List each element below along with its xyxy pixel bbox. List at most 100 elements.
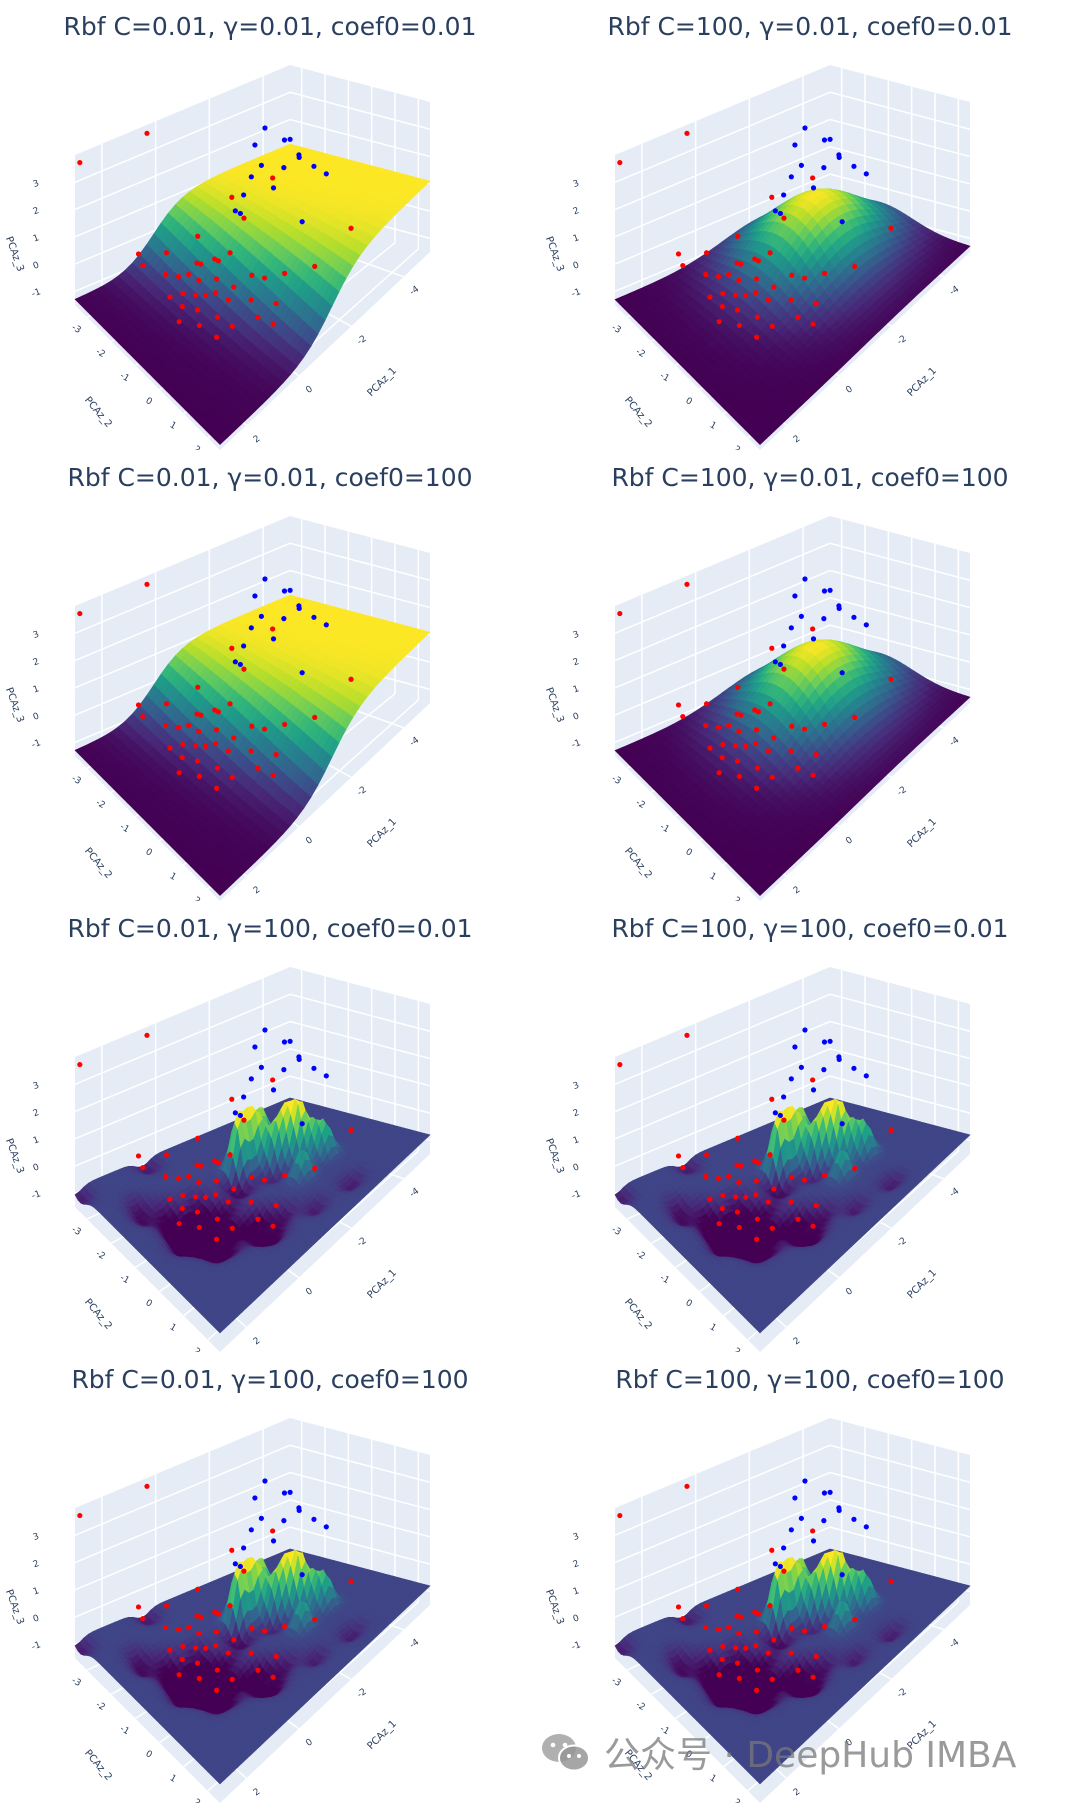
data-point[interactable]: [617, 611, 622, 616]
data-point[interactable]: [720, 291, 725, 296]
data-point[interactable]: [707, 295, 712, 300]
data-point[interactable]: [704, 250, 709, 255]
data-point[interactable]: [252, 142, 257, 147]
data-point[interactable]: [814, 301, 819, 306]
data-point[interactable]: [177, 770, 182, 775]
data-point[interactable]: [754, 335, 759, 340]
data-point[interactable]: [262, 125, 267, 130]
data-point[interactable]: [259, 163, 264, 168]
data-point[interactable]: [249, 724, 254, 729]
data-point[interactable]: [788, 748, 793, 753]
data-point[interactable]: [755, 765, 760, 770]
data-point[interactable]: [197, 323, 202, 328]
data-point[interactable]: [231, 284, 236, 289]
data-point[interactable]: [781, 667, 786, 672]
data-point[interactable]: [214, 727, 219, 732]
data-point[interactable]: [348, 226, 353, 231]
data-point[interactable]: [180, 742, 185, 747]
data-point[interactable]: [743, 744, 748, 749]
data-point[interactable]: [213, 741, 218, 746]
data-point[interactable]: [680, 714, 685, 719]
data-point[interactable]: [167, 746, 172, 751]
data-point[interactable]: [735, 758, 740, 763]
data-point[interactable]: [274, 752, 279, 757]
data-point[interactable]: [136, 702, 141, 707]
data-point[interactable]: [736, 729, 741, 734]
data-point[interactable]: [720, 304, 725, 309]
data-point[interactable]: [177, 319, 182, 324]
data-point[interactable]: [180, 755, 185, 760]
data-point[interactable]: [163, 723, 168, 728]
data-point[interactable]: [241, 667, 246, 672]
data-point[interactable]: [827, 588, 832, 593]
data-point[interactable]: [837, 155, 842, 160]
data-point[interactable]: [766, 297, 771, 302]
data-point[interactable]: [717, 770, 722, 775]
data-point[interactable]: [680, 263, 685, 268]
data-point[interactable]: [703, 272, 708, 277]
data-point[interactable]: [324, 622, 329, 627]
data-point[interactable]: [720, 755, 725, 760]
data-point[interactable]: [140, 714, 145, 719]
data-point[interactable]: [297, 155, 302, 160]
data-point[interactable]: [821, 165, 826, 170]
data-point[interactable]: [144, 582, 149, 587]
data-point[interactable]: [197, 774, 202, 779]
data-point[interactable]: [752, 707, 757, 712]
data-point[interactable]: [212, 256, 217, 261]
data-point[interactable]: [195, 307, 200, 312]
data-point[interactable]: [136, 251, 141, 256]
data-point[interactable]: [271, 636, 276, 641]
data-point[interactable]: [810, 175, 815, 180]
data-point[interactable]: [864, 622, 869, 627]
data-point[interactable]: [196, 729, 201, 734]
data-point[interactable]: [822, 722, 827, 727]
data-point[interactable]: [77, 160, 82, 165]
data-point[interactable]: [778, 211, 783, 216]
data-point[interactable]: [255, 315, 260, 320]
data-point[interactable]: [717, 319, 722, 324]
data-point[interactable]: [810, 322, 815, 327]
data-point[interactable]: [241, 192, 246, 197]
data-point[interactable]: [274, 301, 279, 306]
data-point[interactable]: [214, 276, 219, 281]
data-point[interactable]: [281, 616, 286, 621]
data-point[interactable]: [684, 582, 689, 587]
data-point[interactable]: [766, 748, 771, 753]
data-point[interactable]: [852, 264, 857, 269]
data-point[interactable]: [282, 588, 287, 593]
data-point[interactable]: [802, 275, 807, 280]
data-point[interactable]: [840, 219, 845, 224]
data-point[interactable]: [754, 727, 759, 732]
data-point[interactable]: [617, 160, 622, 165]
data-point[interactable]: [734, 260, 739, 265]
data-point[interactable]: [676, 251, 681, 256]
data-point[interactable]: [270, 773, 275, 778]
data-point[interactable]: [324, 171, 329, 176]
data-point[interactable]: [735, 234, 740, 239]
data-point[interactable]: [163, 272, 168, 277]
data-point[interactable]: [814, 752, 819, 757]
data-point[interactable]: [195, 758, 200, 763]
data-point[interactable]: [195, 234, 200, 239]
data-point[interactable]: [228, 250, 233, 255]
data-point[interactable]: [734, 711, 739, 716]
data-point[interactable]: [229, 646, 234, 651]
data-point[interactable]: [822, 588, 827, 593]
data-point[interactable]: [802, 125, 807, 130]
data-point[interactable]: [193, 743, 198, 748]
data-point[interactable]: [789, 273, 794, 278]
data-point[interactable]: [262, 576, 267, 581]
data-point[interactable]: [212, 707, 217, 712]
data-point[interactable]: [822, 271, 827, 276]
data-point[interactable]: [716, 274, 721, 279]
data-point[interactable]: [753, 290, 758, 295]
data-point[interactable]: [795, 315, 800, 320]
data-point[interactable]: [249, 625, 254, 630]
data-point[interactable]: [238, 211, 243, 216]
data-point[interactable]: [348, 677, 353, 682]
data-point[interactable]: [196, 278, 201, 283]
data-point[interactable]: [771, 735, 776, 740]
